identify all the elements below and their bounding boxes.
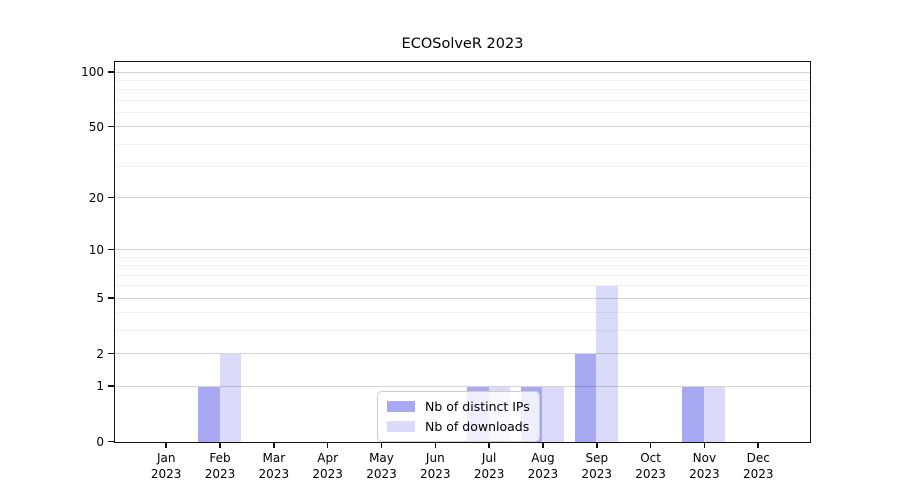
x-tick-label: Jan 2023 [150,451,182,481]
chart-title: ECOSolveR 2023 [401,36,524,52]
x-tick-label: Nov 2023 [689,451,720,481]
y-tick [107,196,114,199]
bar-downloads-nov [703,386,726,442]
y-tick [107,440,114,443]
y-tick-label: 2 [96,346,104,361]
x-tick [488,443,490,448]
y-tick [107,71,114,73]
y-tick [107,248,114,251]
x-tick-label: Mar 2023 [258,451,290,481]
x-tick-label: Jun 2023 [420,451,451,481]
x-tick-label: Apr 2023 [312,451,343,481]
x-tick [757,443,759,448]
plot-area [114,61,811,443]
legend-swatch-distinct-ips-icon [387,401,415,412]
x-tick [380,443,383,448]
x-tick [703,443,706,448]
x-tick-label: Aug 2023 [527,451,559,481]
x-tick-label: Feb 2023 [204,451,236,481]
bar-downloads-feb [219,354,242,442]
x-tick [434,443,437,448]
bar-downloads-aug [542,386,564,442]
x-tick [649,443,652,448]
y-tick-label: 50 [88,119,104,134]
y-tick [107,125,114,128]
y-tick-label: 0 [96,434,104,449]
bars-layer [115,62,810,442]
y-tick-label: 1 [96,379,104,393]
x-tick-label: Sep 2023 [581,451,613,481]
y-tick-label: 5 [96,291,104,306]
legend: Nb of distinct IPs Nb of downloads [377,391,540,442]
bar-downloads-sep [596,286,618,442]
legend-row-distinct-ips: Nb of distinct IPs [387,399,530,414]
y-tick-label: 20 [88,190,104,205]
legend-label-distinct-ips: Nb of distinct IPs [425,399,530,414]
legend-label-downloads: Nb of downloads [425,419,530,434]
x-tick [273,443,275,448]
bar-distinct-ips-nov [682,386,704,442]
bar-distinct-ips-sep [574,354,597,442]
legend-row-downloads: Nb of downloads [387,419,530,434]
y-tick [107,352,114,355]
legend-swatch-downloads-icon [387,421,415,432]
x-tick-label: Jul 2023 [473,451,505,481]
x-tick-label: Oct 2023 [635,451,666,481]
x-tick [596,443,598,448]
x-tick-label: Dec 2023 [742,451,774,481]
x-tick [326,443,329,448]
x-tick [219,443,221,448]
y-tick-label: 100 [81,65,104,79]
x-tick [542,443,544,448]
bar-distinct-ips-feb [198,386,220,442]
y-tick-label: 10 [88,242,104,257]
x-tick [165,443,167,448]
y-tick [107,297,114,299]
x-tick-label: May 2023 [366,451,397,481]
y-tick [107,385,114,387]
